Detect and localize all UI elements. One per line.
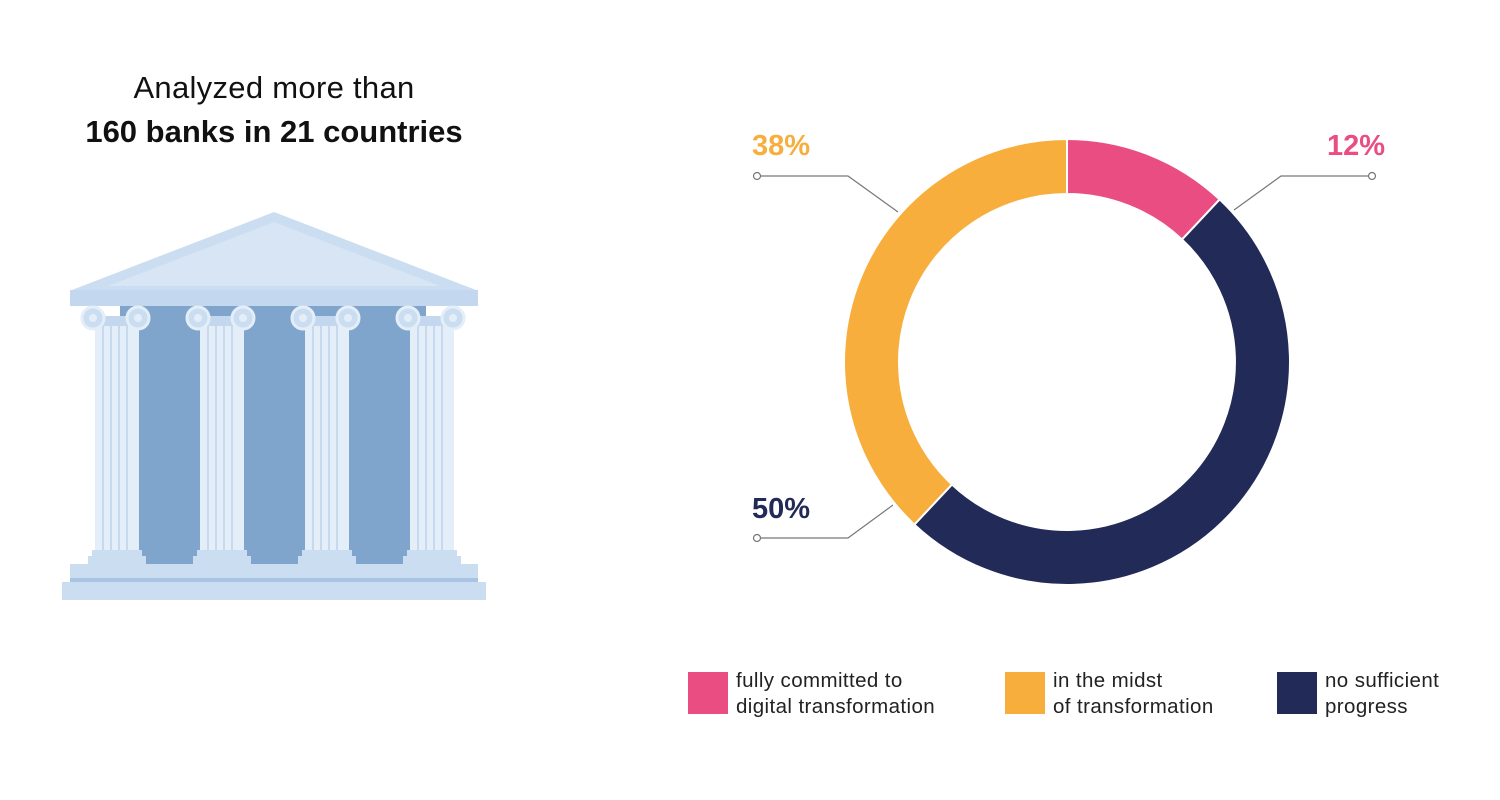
legend-label: fully committed to digital transformatio… <box>736 669 936 718</box>
legend-item-in-the-midst: in the midst of transformation <box>1005 668 1214 720</box>
headline-line-1: Analyzed more than <box>133 70 415 105</box>
slice-label-50: 50% <box>752 493 810 525</box>
headline-line-2: 160 banks in 21 countries <box>85 114 463 149</box>
headline: Analyzed more than 160 banks in 21 count… <box>40 66 508 154</box>
donut-slice-38 <box>843 137 1068 526</box>
callout-line-38-dot <box>752 171 762 181</box>
legend-label: in the midst of transformation <box>1053 669 1214 718</box>
legend-swatch-navy <box>1277 672 1317 714</box>
callout-line-50-dot <box>752 533 762 543</box>
callout-line-12 <box>1233 175 1370 211</box>
legend-swatch-pink <box>688 672 728 714</box>
callout-line-50 <box>760 504 894 539</box>
legend-item-no-sufficient-progress: no sufficient progress <box>1277 668 1439 720</box>
legend-item-fully-committed: fully committed to digital transformatio… <box>688 668 935 720</box>
callout-line-12-dot <box>1367 171 1377 181</box>
legend-label: no sufficient progress <box>1325 669 1440 718</box>
callout-line-38 <box>760 175 899 213</box>
slice-label-38: 38% <box>752 130 810 162</box>
legend-swatch-orange <box>1005 672 1045 714</box>
donut-slice-50 <box>912 198 1291 586</box>
slice-label-12: 12% <box>1327 130 1385 162</box>
bank-building-icon <box>62 212 486 600</box>
